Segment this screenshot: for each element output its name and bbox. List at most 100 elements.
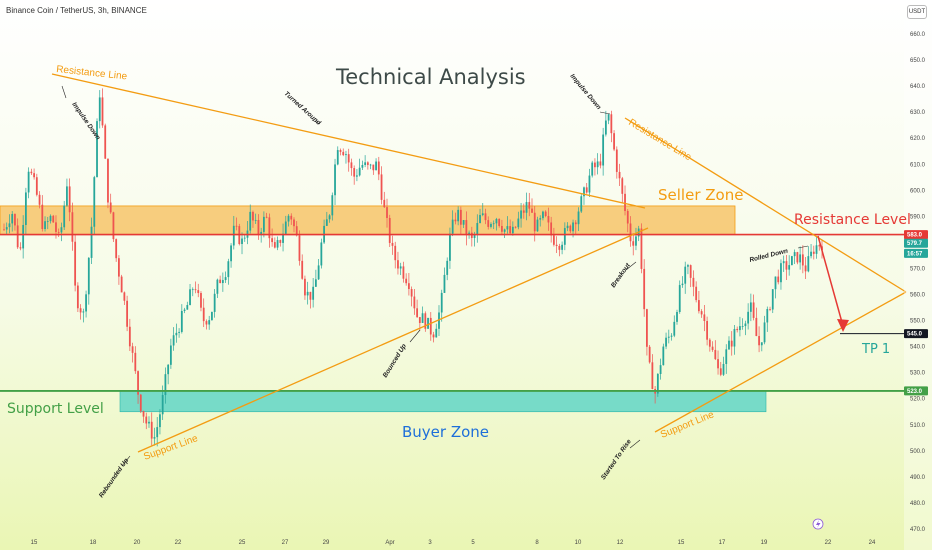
candle-body bbox=[33, 173, 35, 178]
candle-body bbox=[648, 346, 651, 363]
candle-body bbox=[380, 174, 383, 200]
candle-body bbox=[189, 289, 191, 306]
candle-body bbox=[714, 349, 717, 360]
candle-body bbox=[232, 225, 235, 246]
candle-body bbox=[465, 220, 468, 236]
candle-body bbox=[689, 265, 692, 278]
candle-body bbox=[717, 359, 719, 369]
candle-body bbox=[57, 231, 60, 233]
candle-body bbox=[87, 257, 90, 295]
candle-body bbox=[118, 258, 120, 277]
candle-body bbox=[438, 312, 440, 329]
candle-body bbox=[27, 171, 30, 193]
candle-body bbox=[725, 349, 728, 364]
candle-body bbox=[68, 186, 71, 213]
candle-body bbox=[629, 223, 632, 242]
candle-body bbox=[558, 245, 561, 250]
candle-body bbox=[785, 261, 788, 270]
candle-body bbox=[262, 216, 265, 232]
candle-body bbox=[334, 164, 336, 196]
candle-body bbox=[156, 427, 159, 438]
candle-body bbox=[397, 260, 399, 269]
candle-body bbox=[260, 231, 263, 234]
candle-body bbox=[687, 265, 689, 267]
x-tick-label: 29 bbox=[323, 540, 330, 546]
candle-body bbox=[552, 235, 555, 245]
candle-body bbox=[440, 292, 443, 313]
candle-body bbox=[16, 225, 19, 248]
candle-body bbox=[224, 277, 227, 281]
candle-body bbox=[514, 226, 517, 228]
price-tag-bg bbox=[904, 238, 928, 248]
y-tick-label: 630.0 bbox=[910, 110, 926, 116]
candle-body bbox=[421, 313, 424, 323]
y-tick-label: 530.0 bbox=[910, 371, 926, 377]
annotation-arrow bbox=[311, 119, 321, 125]
candle-body bbox=[539, 218, 542, 220]
candle-body bbox=[607, 114, 610, 121]
candle-body bbox=[183, 309, 186, 311]
candle-body bbox=[301, 260, 304, 279]
candle-body bbox=[788, 265, 791, 270]
currency-badge[interactable]: USDT bbox=[907, 5, 927, 19]
candle-body bbox=[449, 233, 451, 261]
trendline-support-left bbox=[137, 227, 649, 453]
y-tick-label: 540.0 bbox=[910, 345, 926, 351]
candle-body bbox=[249, 211, 252, 231]
candle-body bbox=[610, 114, 613, 134]
candle-body bbox=[626, 210, 629, 224]
seller-zone-label: Seller Zone bbox=[658, 186, 743, 204]
candle-body bbox=[320, 242, 323, 266]
projection-arrow-head bbox=[837, 319, 849, 332]
candle-body bbox=[235, 225, 238, 227]
candle-body bbox=[128, 326, 131, 347]
candle-body bbox=[295, 226, 298, 236]
candle-body bbox=[484, 213, 487, 221]
candle-body bbox=[391, 242, 394, 246]
candle-body bbox=[30, 171, 33, 174]
candle-body bbox=[818, 245, 821, 247]
candle-body bbox=[49, 215, 52, 222]
candle-body bbox=[257, 219, 260, 234]
candle-body bbox=[356, 175, 358, 177]
candle-body bbox=[369, 164, 372, 166]
candle-body bbox=[180, 310, 183, 332]
candle-body bbox=[815, 245, 818, 254]
candle-body bbox=[722, 363, 725, 375]
candle-body bbox=[254, 219, 257, 221]
x-tick-label: 5 bbox=[471, 540, 475, 546]
candle-body bbox=[602, 134, 605, 166]
candle-body bbox=[82, 311, 85, 313]
candle-body bbox=[46, 221, 49, 222]
price-tag-bg bbox=[904, 230, 928, 240]
candle-body bbox=[372, 164, 375, 171]
candle-body bbox=[112, 212, 115, 240]
candle-body bbox=[241, 238, 243, 245]
candle-body bbox=[528, 202, 531, 209]
price-tag-label: 579.7 bbox=[907, 241, 923, 247]
candle-body bbox=[563, 228, 566, 245]
candle-body bbox=[736, 328, 739, 331]
annotation-arrow bbox=[61, 85, 67, 99]
candle-body bbox=[728, 340, 730, 350]
candle-body bbox=[490, 223, 492, 227]
x-tick-label: 24 bbox=[869, 540, 876, 546]
candle-body bbox=[336, 150, 339, 165]
y-tick-label: 650.0 bbox=[910, 58, 926, 64]
candle-body bbox=[520, 210, 522, 219]
candle-body bbox=[662, 346, 665, 366]
x-tick-label: 22 bbox=[175, 540, 182, 546]
candle-body bbox=[200, 293, 202, 308]
candles bbox=[3, 88, 823, 447]
x-tick-label: 12 bbox=[617, 540, 624, 546]
candle-body bbox=[758, 336, 760, 346]
annotation-label: Bounced Up bbox=[382, 343, 408, 379]
candle-body bbox=[632, 241, 635, 246]
x-tick-label: 20 bbox=[134, 540, 141, 546]
candle-body bbox=[331, 195, 334, 216]
candle-body bbox=[533, 212, 536, 232]
candle-body bbox=[791, 256, 793, 266]
candle-body bbox=[624, 193, 626, 211]
